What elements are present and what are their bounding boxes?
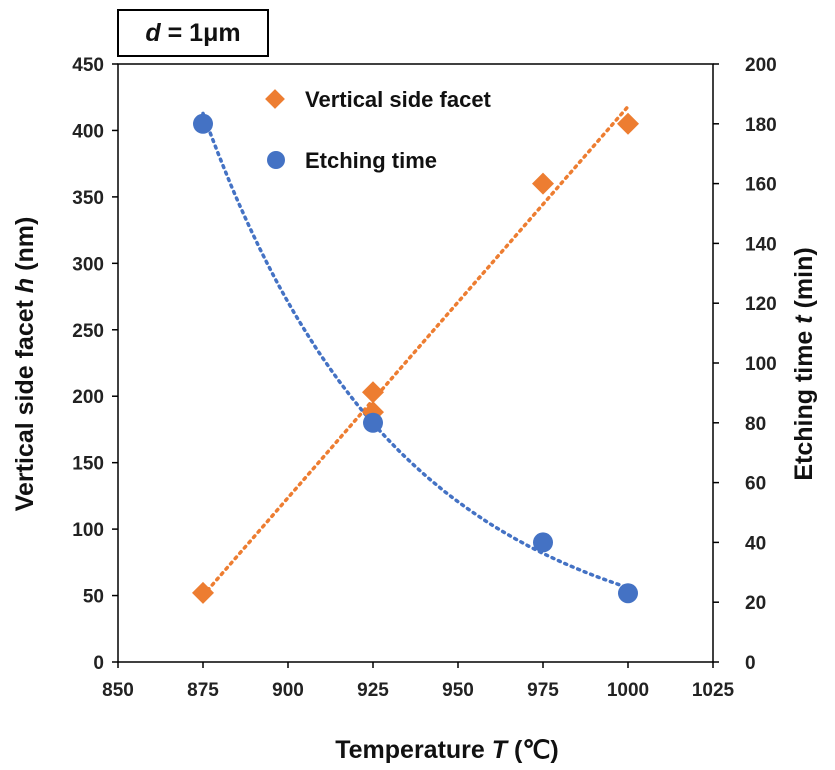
x-tick-label: 875	[187, 680, 219, 701]
trend-lines	[201, 104, 630, 598]
x-tick-label: 950	[442, 680, 474, 701]
legend-marker-etching-time	[267, 151, 285, 169]
y-left-tick-label: 0	[93, 653, 104, 674]
data-point-vertical-side-facet	[362, 381, 384, 404]
y-right-tick-label: 100	[745, 354, 777, 375]
data-point-etching-time	[193, 113, 213, 134]
x-axis-title: Temperature T (℃)	[335, 736, 559, 764]
y-right-tick-label: 0	[745, 653, 756, 674]
data-point-vertical-side-facet	[617, 112, 639, 135]
y-right-tick-label: 200	[745, 55, 777, 76]
x-tick-label: 900	[272, 680, 304, 701]
y-right-tick-label: 160	[745, 175, 777, 196]
legend-marker-vertical-side-facet	[265, 89, 285, 109]
data-marks	[192, 112, 639, 604]
plot-area: 850 875 900 925 950 975 1000 1025 0501001502002…	[72, 55, 776, 701]
annotation-frame	[117, 9, 269, 57]
y-left-tick-label: 200	[72, 387, 104, 408]
data-point-etching-time	[363, 412, 383, 433]
y-right-tick-label: 180	[745, 115, 777, 136]
y-right-tick-label: 140	[745, 234, 777, 255]
y-right-tick-label: 20	[745, 593, 766, 614]
y-left-tick-label: 100	[72, 520, 104, 541]
y-right-tick-label: 120	[745, 294, 777, 315]
x-tick-label: 1025	[692, 680, 735, 701]
y-left-tick-label: 350	[72, 188, 104, 209]
y-left-tick-label: 250	[72, 321, 104, 342]
y-left-tick-label: 400	[72, 121, 104, 142]
x-tick-label: 1000	[607, 680, 649, 701]
y-left-tick-label: 150	[72, 454, 104, 475]
y-right-tick-label: 60	[745, 474, 766, 495]
y-right-axis-title: Etching time t (min)	[790, 247, 818, 480]
y-left-tick-label: 300	[72, 254, 104, 275]
data-point-etching-time	[618, 583, 638, 604]
y-left-tick-label: 450	[72, 55, 104, 76]
y-left-axis-title: Vertical side facet h (nm)	[11, 217, 39, 512]
annotation-box: d = 1μm	[117, 9, 269, 57]
y-axis-right: 0 20 40 60 80 100 120 140 160 180 200	[713, 55, 777, 674]
annotation-text: d = 1μm	[145, 19, 240, 47]
legend: Vertical side facet Etching time	[265, 87, 492, 173]
data-point-vertical-side-facet	[532, 172, 554, 195]
data-point-vertical-side-facet	[192, 581, 214, 604]
data-point-etching-time	[533, 532, 553, 553]
legend-label-etching-time: Etching time	[305, 148, 437, 173]
trend-line-vertical-side-facet	[201, 104, 630, 598]
y-axis-left: 0 50 100 150 200 250 300 350 400 450	[72, 55, 118, 674]
x-tick-label: 850	[102, 680, 134, 701]
legend-label-vertical-side-facet: Vertical side facet	[305, 87, 492, 112]
x-axis: 850 875 900 925 950 975 1000 1025	[102, 662, 735, 701]
trend-line-etching-time	[201, 111, 630, 590]
y-left-tick-label: 50	[83, 587, 104, 608]
y-right-tick-label: 40	[745, 533, 766, 554]
x-tick-label: 925	[357, 680, 389, 701]
x-tick-label: 975	[527, 680, 559, 701]
y-right-tick-label: 80	[745, 414, 766, 435]
